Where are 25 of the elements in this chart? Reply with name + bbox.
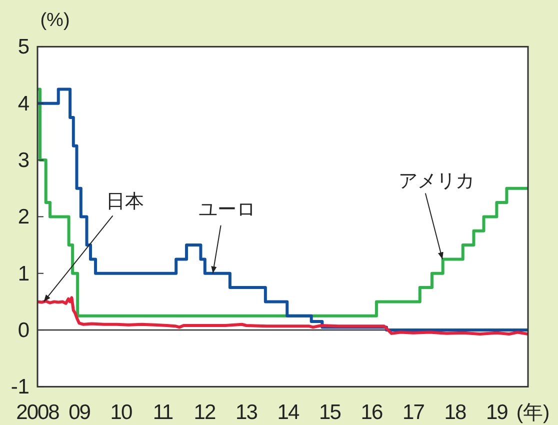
- x-tick-label: 15: [319, 401, 341, 424]
- x-tick-label: 09: [68, 401, 90, 424]
- y-tick-label: 2: [18, 206, 30, 229]
- x-tick-label: 16: [360, 401, 382, 424]
- line-series: [38, 296, 528, 336]
- y-tick-label: 3: [18, 149, 30, 172]
- x-tick-label: 19: [486, 401, 508, 424]
- x-tick-label: 10: [110, 401, 132, 424]
- annotation: ユーロ: [198, 199, 256, 220]
- annotation: アメリカ: [398, 171, 474, 192]
- x-tick-label: 11: [152, 401, 173, 424]
- x-tick-label: 13: [236, 401, 258, 424]
- x-tick-label: 18: [444, 401, 466, 424]
- annotation: 日本: [106, 192, 144, 213]
- y-tick-label: 5: [18, 36, 30, 59]
- x-tick-label: 14: [277, 401, 300, 424]
- y-tick-label: 0: [18, 319, 30, 342]
- y-axis-title: (%): [40, 10, 70, 31]
- x-tick-label: 2008: [16, 401, 60, 424]
- y-tick-label: 4: [18, 92, 30, 116]
- x-axis-title: (年): [516, 402, 550, 424]
- x-tick-label: 12: [194, 401, 216, 424]
- y-tick-label: -1: [10, 376, 30, 399]
- y-tick-label: 1: [18, 262, 30, 286]
- x-tick-label: 17: [402, 401, 424, 424]
